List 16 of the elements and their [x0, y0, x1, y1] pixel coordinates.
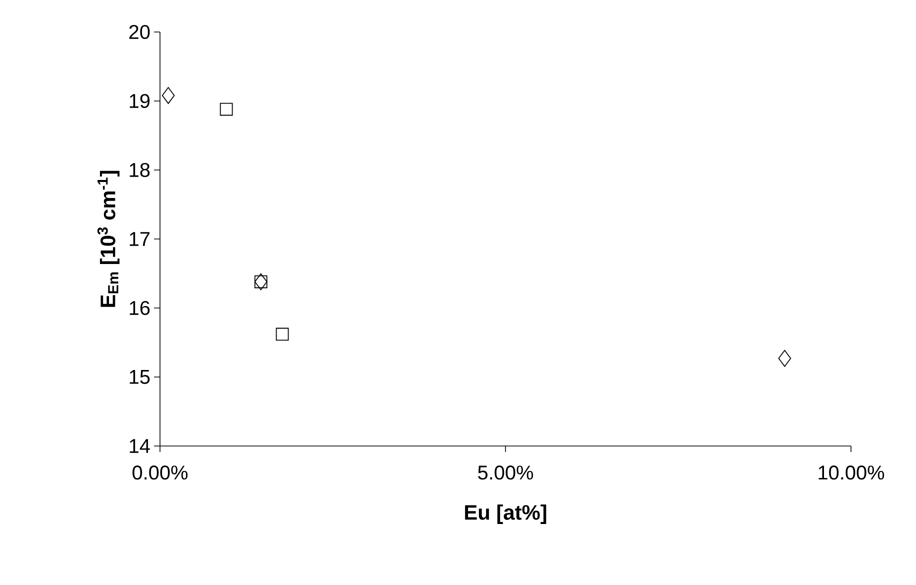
y-tick-label: 18 — [130, 162, 150, 178]
y-tick-label: 17 — [130, 232, 150, 246]
y-tick-label: 20 — [129, 24, 150, 40]
point — [162, 87, 175, 104]
y-axis-title: E$_{Em}$ [10$^{3}$ cm$^{-1}$] — [97, 170, 120, 307]
x-axis-title: Eu [at%] — [465, 504, 546, 524]
x-tick-label: 0.00% — [132, 466, 188, 480]
point — [276, 328, 289, 341]
x-tick-label: 5.00% — [478, 466, 534, 480]
y-tick-label: 16 — [130, 300, 150, 316]
y-tick-label: 15 — [130, 370, 150, 384]
point — [220, 102, 233, 116]
y-tick-label: 14 — [130, 439, 150, 453]
x-tick-label: 10.00% — [818, 466, 884, 480]
point — [778, 350, 792, 367]
y-tick-label: 19 — [130, 94, 150, 108]
